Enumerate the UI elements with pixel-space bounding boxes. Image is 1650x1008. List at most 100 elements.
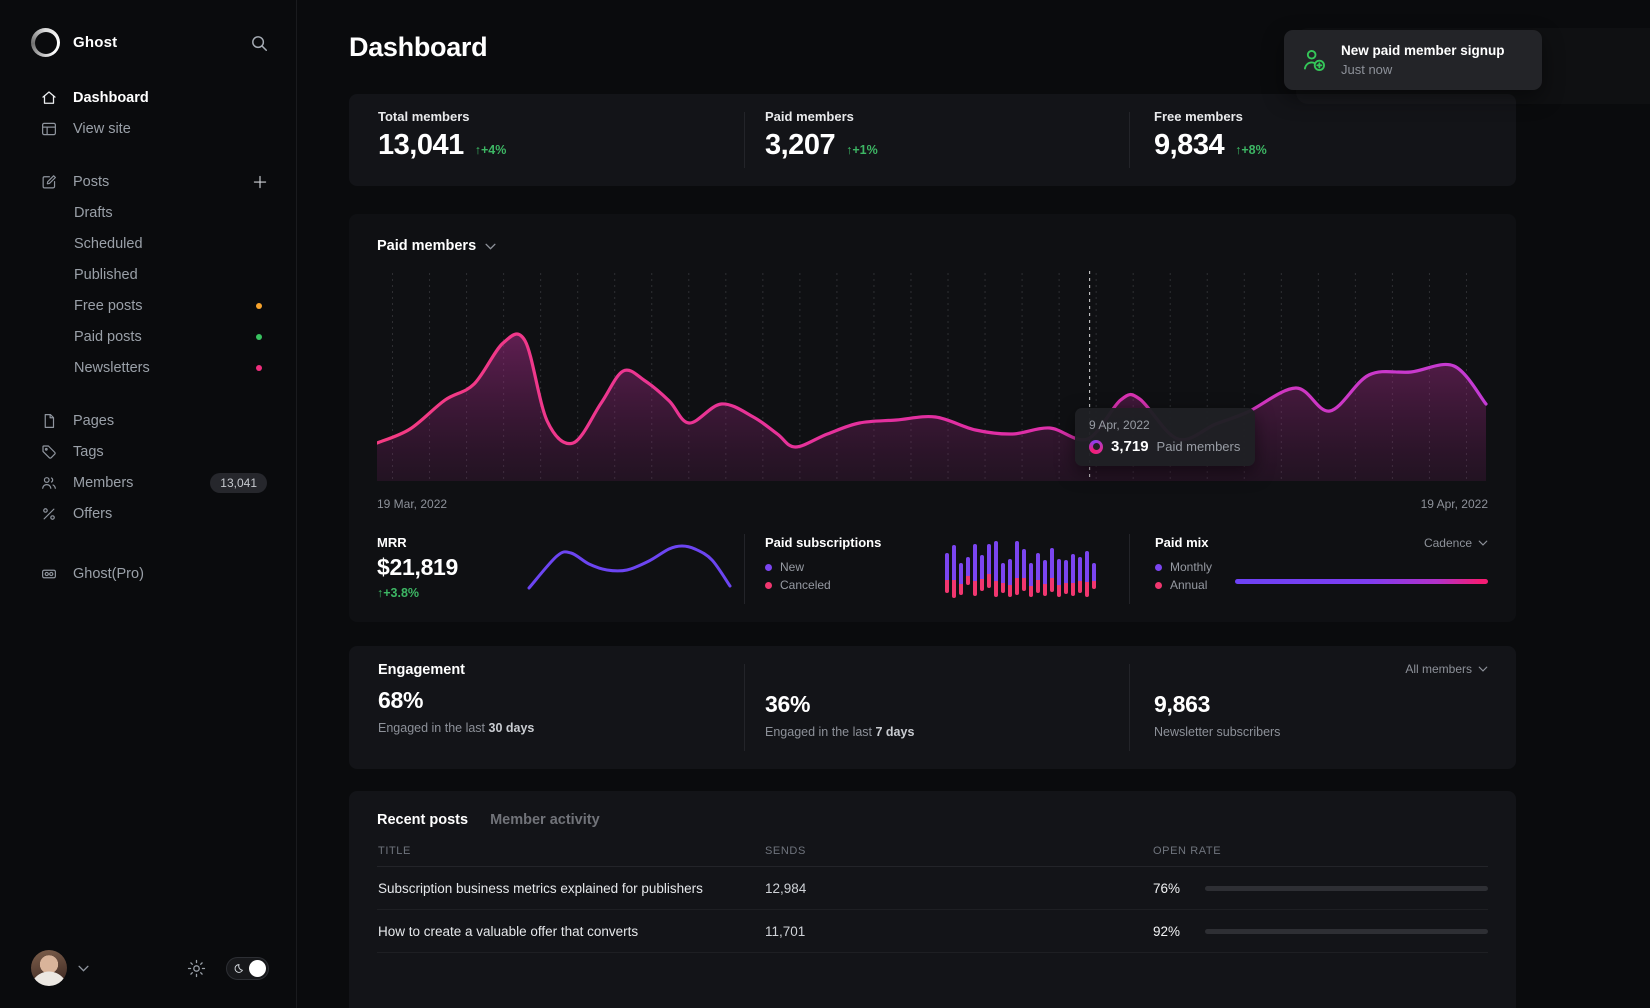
stat-label: Total members	[378, 109, 470, 124]
stats-card: Total members 13,041 ↑+4% Paid members 3,…	[349, 94, 1516, 186]
members-icon	[40, 474, 58, 492]
tooltip-value: 3,719	[1111, 438, 1149, 455]
engagement-7d: 36% Engaged in the last 7 days	[745, 646, 1129, 769]
sidebar-item-newsletters[interactable]: Newsletters	[0, 352, 296, 383]
table-tabs: Recent posts Member activity	[377, 791, 1488, 828]
orange-dot-icon	[256, 302, 262, 309]
legend-monthly: Monthly	[1155, 560, 1212, 574]
pink-dot-icon	[256, 364, 262, 371]
sidebar-item-view-site[interactable]: View site	[0, 113, 296, 144]
recent-posts-card: Recent posts Member activity TITLE SENDS…	[349, 791, 1516, 1008]
ghost-logo	[31, 28, 60, 57]
sidebar-item-pages[interactable]: Pages	[0, 405, 296, 436]
chevron-down-icon	[485, 243, 496, 250]
add-post-icon[interactable]	[251, 173, 269, 191]
open-rate-bar	[1205, 928, 1488, 934]
gear-icon[interactable]	[186, 958, 207, 979]
caption-text: Engaged in the last	[765, 725, 876, 739]
sidebar-item-published[interactable]: Published	[0, 259, 296, 290]
mrr-sparkline	[527, 544, 732, 590]
open-rate-bar	[1205, 885, 1488, 891]
sidebar-item-label: Ghost(Pro)	[73, 565, 144, 582]
column-sends: SENDS	[765, 845, 806, 857]
legend-annual: Annual	[1155, 578, 1212, 592]
newsletter-subscribers: 9,863 Newsletter subscribers	[1130, 646, 1516, 769]
sidebar-item-dashboard[interactable]: Dashboard	[0, 82, 296, 113]
table-row[interactable]: How to create a valuable offer that conv…	[377, 910, 1488, 953]
caption-bold: 7 days	[875, 725, 915, 739]
series-ring-icon	[1089, 439, 1103, 454]
chevron-down-icon[interactable]	[78, 965, 89, 972]
tooltip-date: 9 Apr, 2022	[1089, 418, 1150, 432]
filter-label: All members	[1405, 662, 1472, 676]
engagement-value: 36%	[765, 691, 811, 717]
pink-dot-icon	[765, 581, 772, 589]
members-area-chart[interactable]: 9 Apr, 2022 3,719 Paid members	[377, 271, 1488, 481]
browser-icon	[40, 120, 58, 138]
stat-value: 9,834	[1154, 129, 1225, 161]
main-content: Dashboard Total members 13,041 ↑+4% Paid …	[298, 0, 1516, 1008]
post-sends: 11,701	[765, 923, 806, 939]
sidebar-nav: Dashboard View site Posts Drafts Schedul	[0, 82, 296, 589]
search-icon[interactable]	[249, 33, 269, 53]
moon-icon	[233, 963, 244, 974]
tab-member-activity[interactable]: Member activity	[490, 812, 600, 828]
chart-date-range: 19 Mar, 2022 19 Apr, 2022	[377, 497, 1488, 511]
engagement-caption: Engaged in the last 30 days	[378, 721, 744, 735]
cadence-dropdown[interactable]: Cadence	[1424, 536, 1488, 550]
engagement-card: Engagement 68% Engaged in the last 30 da…	[349, 646, 1516, 769]
sidebar-item-ghost-pro[interactable]: Ghost(Pro)	[0, 558, 296, 589]
caption-bold: 30 days	[488, 721, 535, 735]
sidebar-item-scheduled[interactable]: Scheduled	[0, 228, 296, 259]
ghost-pro-icon	[40, 565, 58, 583]
engagement-title: Engagement	[378, 662, 466, 678]
pink-dot-icon	[1155, 581, 1162, 589]
open-rate-value: 92%	[1153, 923, 1181, 939]
chart-header[interactable]: Paid members	[377, 214, 1488, 254]
members-count-badge: 13,041	[210, 472, 267, 493]
stat-label: Free members	[1154, 109, 1243, 124]
tab-recent-posts[interactable]: Recent posts	[377, 812, 469, 828]
sidebar-item-paid-posts[interactable]: Paid posts	[0, 321, 296, 352]
area-chart-svg	[377, 271, 1488, 481]
stat-delta: ↑+1%	[846, 143, 878, 157]
engagement-value: 68%	[378, 687, 424, 713]
stat-free-members: Free members 9,834 ↑+8%	[1130, 94, 1516, 186]
subscriptions-bar-chart	[945, 535, 1100, 599]
sidebar-item-tags[interactable]: Tags	[0, 436, 296, 467]
post-title: How to create a valuable offer that conv…	[378, 923, 639, 939]
caption-text: Newsletter subscribers	[1154, 725, 1281, 739]
all-members-dropdown[interactable]: All members	[1405, 662, 1488, 676]
cadence-label: Cadence	[1423, 535, 1472, 550]
stat-value: 3,207	[765, 129, 836, 161]
sidebar-item-offers[interactable]: Offers	[0, 498, 296, 529]
member-added-icon	[1300, 46, 1328, 74]
divider	[744, 664, 745, 751]
sidebar-item-drafts[interactable]: Drafts	[0, 197, 296, 228]
pages-icon	[40, 412, 58, 430]
sidebar-item-free-posts[interactable]: Free posts	[0, 290, 296, 321]
sidebar: Ghost Dashboard View site	[0, 0, 297, 1008]
toast-new-paid-member[interactable]: New paid member signup Just now	[1284, 30, 1542, 90]
sidebar-item-members[interactable]: Members 13,041	[0, 467, 296, 498]
legend-label: New	[780, 560, 805, 574]
sidebar-item-label: Tags	[73, 443, 104, 460]
tooltip-label: Paid members	[1156, 439, 1241, 454]
brand-row: Ghost	[0, 0, 296, 57]
table-row[interactable]: Subscription business metrics explained …	[377, 867, 1488, 910]
chevron-down-icon	[1478, 540, 1488, 546]
user-avatar[interactable]	[31, 950, 67, 986]
toast-title: New paid member signup	[1341, 43, 1505, 58]
sidebar-item-label: Offers	[73, 505, 113, 522]
stat-delta: ↑+4%	[474, 143, 507, 157]
post-sends: 12,984	[765, 880, 807, 896]
paid-subscriptions-section: Paid subscriptions New Canceled	[745, 530, 1129, 608]
open-rate-value: 76%	[1153, 880, 1181, 896]
stat-label: Paid members	[765, 109, 854, 124]
edit-post-icon	[40, 173, 58, 191]
dark-mode-toggle[interactable]	[226, 956, 269, 980]
sidebar-item-posts[interactable]: Posts	[0, 166, 296, 197]
divider	[744, 112, 745, 168]
percent-icon	[40, 505, 58, 523]
